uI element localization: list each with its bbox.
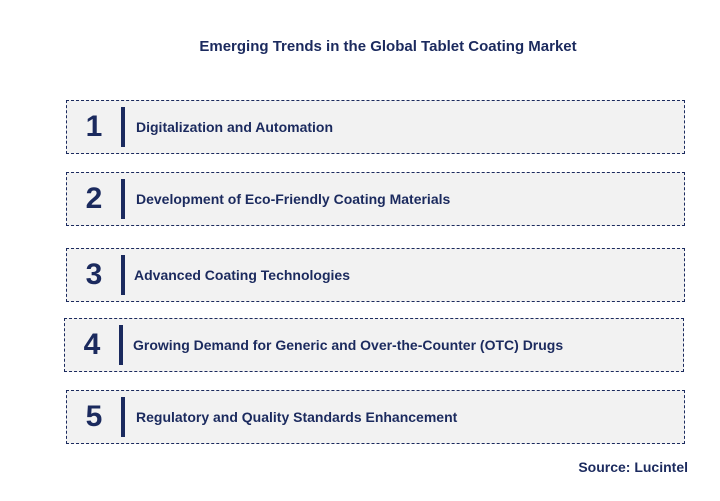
trend-label: Growing Demand for Generic and Over-the-… (133, 337, 564, 353)
source-credit: Source: Lucintel (578, 459, 688, 475)
trend-divider-bar (121, 107, 125, 147)
diagram-title: Emerging Trends in the Global Tablet Coa… (199, 38, 577, 55)
trend-number: 3 (85, 258, 103, 291)
trend-number: 5 (85, 400, 103, 433)
trend-label: Digitalization and Automation (136, 119, 334, 135)
trend-label: Regulatory and Quality Standards Enhance… (136, 409, 458, 425)
trend-divider-bar (121, 397, 125, 437)
trend-divider-bar (121, 255, 125, 295)
trend-item-3: 3 Advanced Coating Technologies (66, 248, 685, 302)
trend-divider-bar (119, 325, 123, 365)
trend-divider-bar (121, 179, 125, 219)
trend-number: 1 (85, 110, 103, 143)
trend-item-5: 5 Regulatory and Quality Standards Enhan… (66, 390, 685, 444)
trend-item-4: 4 Growing Demand for Generic and Over-th… (64, 318, 684, 372)
trend-number: 4 (83, 328, 101, 361)
trend-item-1: 1 Digitalization and Automation (66, 100, 685, 154)
trend-item-2: 2 Development of Eco-Friendly Coating Ma… (66, 172, 685, 226)
trend-number: 2 (85, 182, 103, 215)
trend-label: Advanced Coating Technologies (134, 267, 350, 283)
trend-label: Development of Eco-Friendly Coating Mate… (136, 191, 451, 207)
